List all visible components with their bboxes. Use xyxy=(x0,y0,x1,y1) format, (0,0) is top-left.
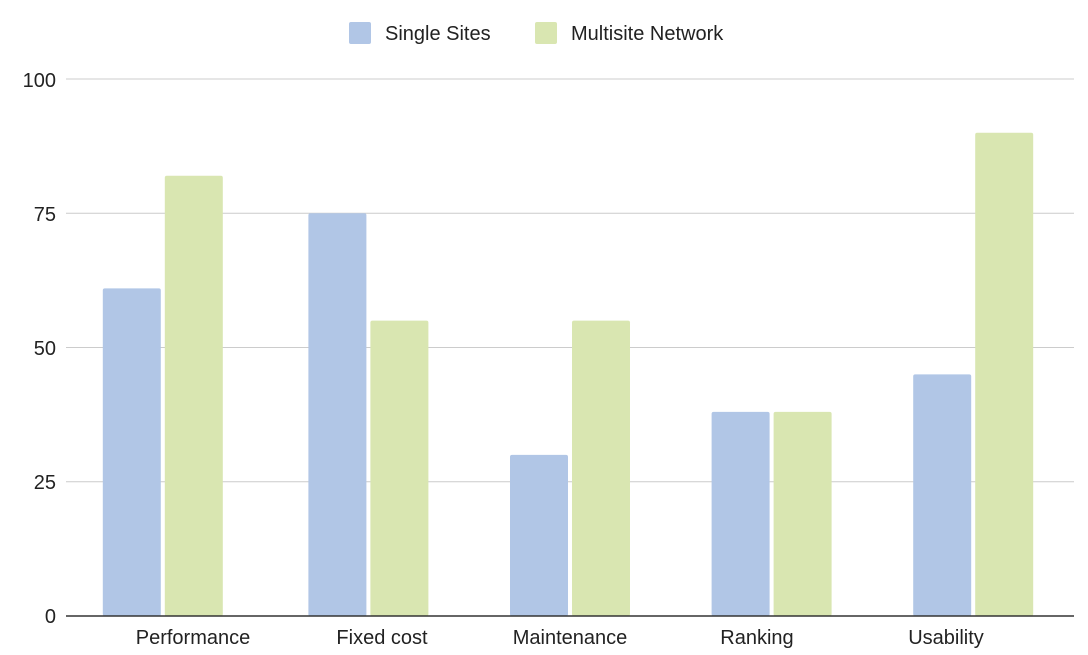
y-tick-label-25: 25 xyxy=(34,472,56,494)
category-label-performance: Performance xyxy=(136,627,251,649)
legend-label-single-sites: Single Sites xyxy=(385,23,491,45)
category-label-fixed-cost: Fixed cost xyxy=(336,627,428,649)
y-tick-label-75: 75 xyxy=(34,204,56,226)
bar-multisite-network-fixed-cost xyxy=(370,320,429,616)
y-tick-label-50: 50 xyxy=(34,338,56,360)
bar-multisite-network-performance xyxy=(164,175,223,616)
y-axis-tick-labels: 0 25 50 75 100 xyxy=(23,70,56,628)
legend: Single Sites Multisite Network xyxy=(349,22,724,45)
legend-swatch-single-sites xyxy=(349,22,371,44)
legend-label-multisite-network: Multisite Network xyxy=(571,23,724,45)
bar-multisite-network-ranking xyxy=(773,411,832,616)
x-axis-category-labels: Performance Fixed cost Maintenance Ranki… xyxy=(136,627,984,649)
category-label-ranking: Ranking xyxy=(720,627,793,649)
bar-single-sites-usability xyxy=(913,374,972,616)
bars xyxy=(102,132,1034,617)
bar-single-sites-fixed-cost xyxy=(308,213,367,617)
bar-multisite-network-usability xyxy=(975,132,1034,616)
category-label-maintenance: Maintenance xyxy=(513,627,628,649)
y-tick-label-100: 100 xyxy=(23,70,56,92)
y-tick-label-0: 0 xyxy=(45,606,56,628)
gridlines xyxy=(66,78,1074,483)
bar-multisite-network-maintenance xyxy=(572,320,630,616)
bar-single-sites-maintenance xyxy=(510,454,568,616)
category-label-usability: Usability xyxy=(908,627,984,649)
legend-swatch-multisite-network xyxy=(535,22,557,44)
bar-single-sites-performance xyxy=(102,288,161,616)
bar-single-sites-ranking xyxy=(711,411,770,616)
